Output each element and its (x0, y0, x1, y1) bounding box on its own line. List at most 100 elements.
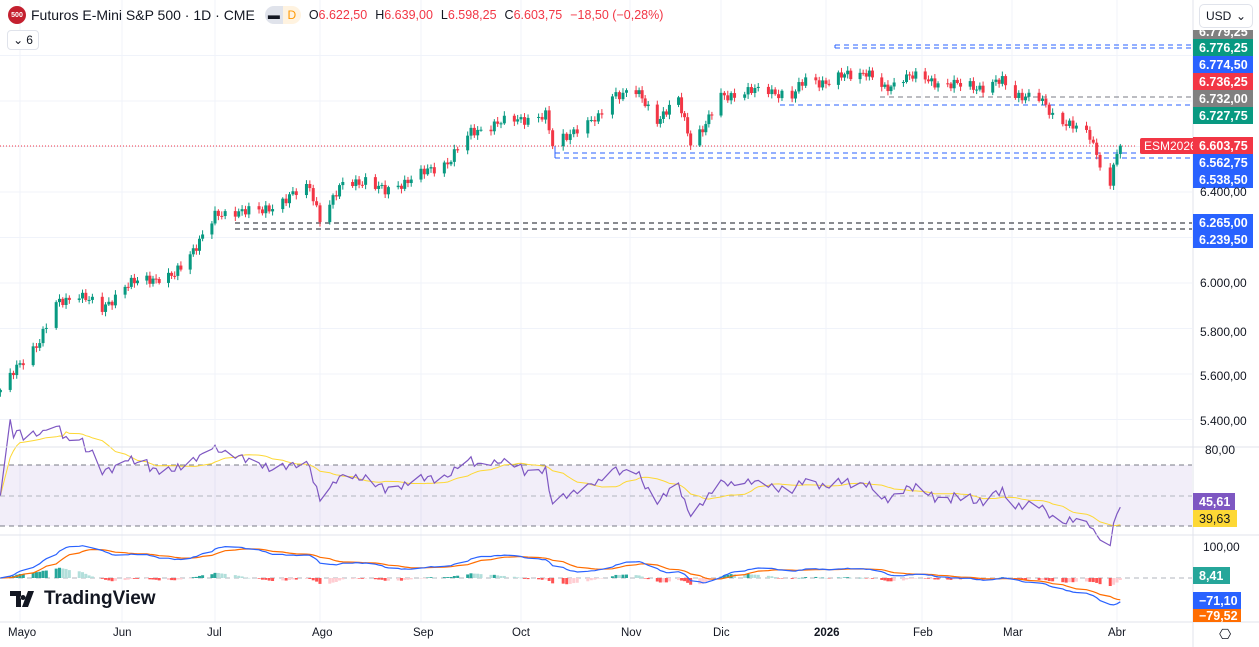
candle-body (1000, 76, 1004, 84)
candle (446, 157, 450, 169)
candle-body (201, 234, 205, 239)
candle (589, 116, 593, 123)
macd-histogram-bar (449, 577, 453, 578)
macd-histogram-bar (733, 574, 737, 578)
candle-body (446, 162, 450, 165)
macd-histogram-bar (892, 578, 896, 581)
candle-body (304, 184, 308, 196)
macd-histogram-bar (911, 578, 915, 579)
candle-body (1071, 120, 1075, 129)
candle (1044, 94, 1048, 108)
macd-histogram-bar (516, 577, 520, 578)
candle-body (726, 95, 730, 101)
candle-body (589, 119, 593, 121)
candle (126, 282, 130, 291)
candle (1108, 163, 1112, 190)
candle-body (643, 98, 647, 107)
macd-histogram-bar (87, 575, 91, 578)
macd-histogram-bar (318, 578, 322, 584)
macd-histogram-bar (864, 578, 868, 579)
macd-histogram-bar (311, 578, 315, 581)
candle (565, 132, 569, 142)
macd-histogram-bar (383, 578, 387, 581)
macd-histogram-bar (154, 578, 158, 580)
macd-histogram-bar (1037, 578, 1041, 580)
macd-histogram-bar (726, 574, 730, 578)
candle (1020, 88, 1024, 104)
macd-histogram-bar (44, 570, 48, 578)
settings-icon[interactable]: ⎔ (1219, 626, 1232, 642)
candle-body (861, 72, 865, 74)
candle (179, 261, 183, 272)
candle-body (0, 389, 2, 393)
macd-histogram-bar (572, 578, 576, 584)
candle-body (472, 127, 476, 136)
candle-body (240, 209, 244, 212)
macd-histogram-bar (821, 577, 825, 579)
macd-histogram-bar (38, 571, 42, 578)
macd-histogram-bar (67, 570, 71, 578)
legend-toggle-button[interactable]: ⌄ 6 (7, 30, 39, 50)
candle (318, 202, 322, 227)
candle-body (864, 73, 868, 77)
candle (614, 87, 618, 99)
macd-histogram-bar (422, 578, 426, 579)
macd-histogram-bar (223, 573, 227, 578)
candle (1027, 89, 1031, 102)
candle-body (756, 86, 760, 89)
tradingview-logo[interactable]: TradingView (10, 588, 156, 610)
candle-body (396, 185, 400, 188)
candle (870, 67, 874, 80)
macd-histogram-bar (1047, 578, 1051, 582)
candle-body (1108, 167, 1112, 186)
candle (1115, 149, 1119, 167)
candle (1051, 108, 1055, 119)
candle-body (780, 90, 784, 99)
candle-body (449, 161, 453, 165)
candle-body (1020, 92, 1024, 101)
macd-histogram-bar (861, 577, 865, 579)
candle-body (364, 177, 368, 185)
macd-histogram-bar (814, 576, 818, 578)
macd-histogram-bar (905, 578, 909, 580)
candle (167, 268, 170, 288)
status-pill[interactable]: ▬ D (264, 6, 301, 24)
candle-body (905, 74, 909, 83)
macd-histogram-bar (936, 578, 940, 580)
symbol-title[interactable]: Futuros E-Mini S&P 500 · 1D · CME (31, 7, 255, 23)
macd-histogram-bar (489, 574, 493, 578)
change-value: −18,50 (−0,28%) (570, 8, 664, 22)
macd-histogram-bar (880, 578, 884, 580)
rsi-axis-label: 80,00 (1205, 443, 1236, 457)
candle (315, 197, 319, 208)
candle-body (814, 77, 818, 81)
candle (364, 173, 368, 190)
candle-body (766, 86, 770, 95)
macd-histogram-bar (406, 578, 410, 580)
macd-histogram-bar (1071, 578, 1075, 583)
candle (1118, 143, 1122, 159)
time-axis-label: 2026 (814, 627, 840, 639)
candle (84, 289, 88, 302)
macd-histogram-bar (646, 578, 650, 580)
candle-body (188, 254, 192, 270)
candle-body (213, 210, 217, 224)
candle (770, 85, 774, 99)
currency-select[interactable]: USD ⌄ (1199, 4, 1253, 28)
candle (1074, 122, 1078, 133)
candle (21, 359, 25, 370)
candle-body (575, 129, 579, 134)
candle (886, 80, 890, 96)
candle (201, 230, 205, 242)
candle-body (512, 115, 516, 122)
macd-histogram-bar (746, 573, 750, 578)
macd-histogram-bar (568, 578, 572, 584)
candle-body (148, 275, 152, 284)
price-tag: 6.727,75 (1193, 107, 1253, 124)
macd-histogram-bar (260, 578, 264, 580)
candle (544, 107, 548, 124)
time-axis-label: Sep (413, 627, 434, 639)
macd-histogram-bar (804, 577, 808, 578)
macd-histogram-bar (173, 578, 177, 581)
